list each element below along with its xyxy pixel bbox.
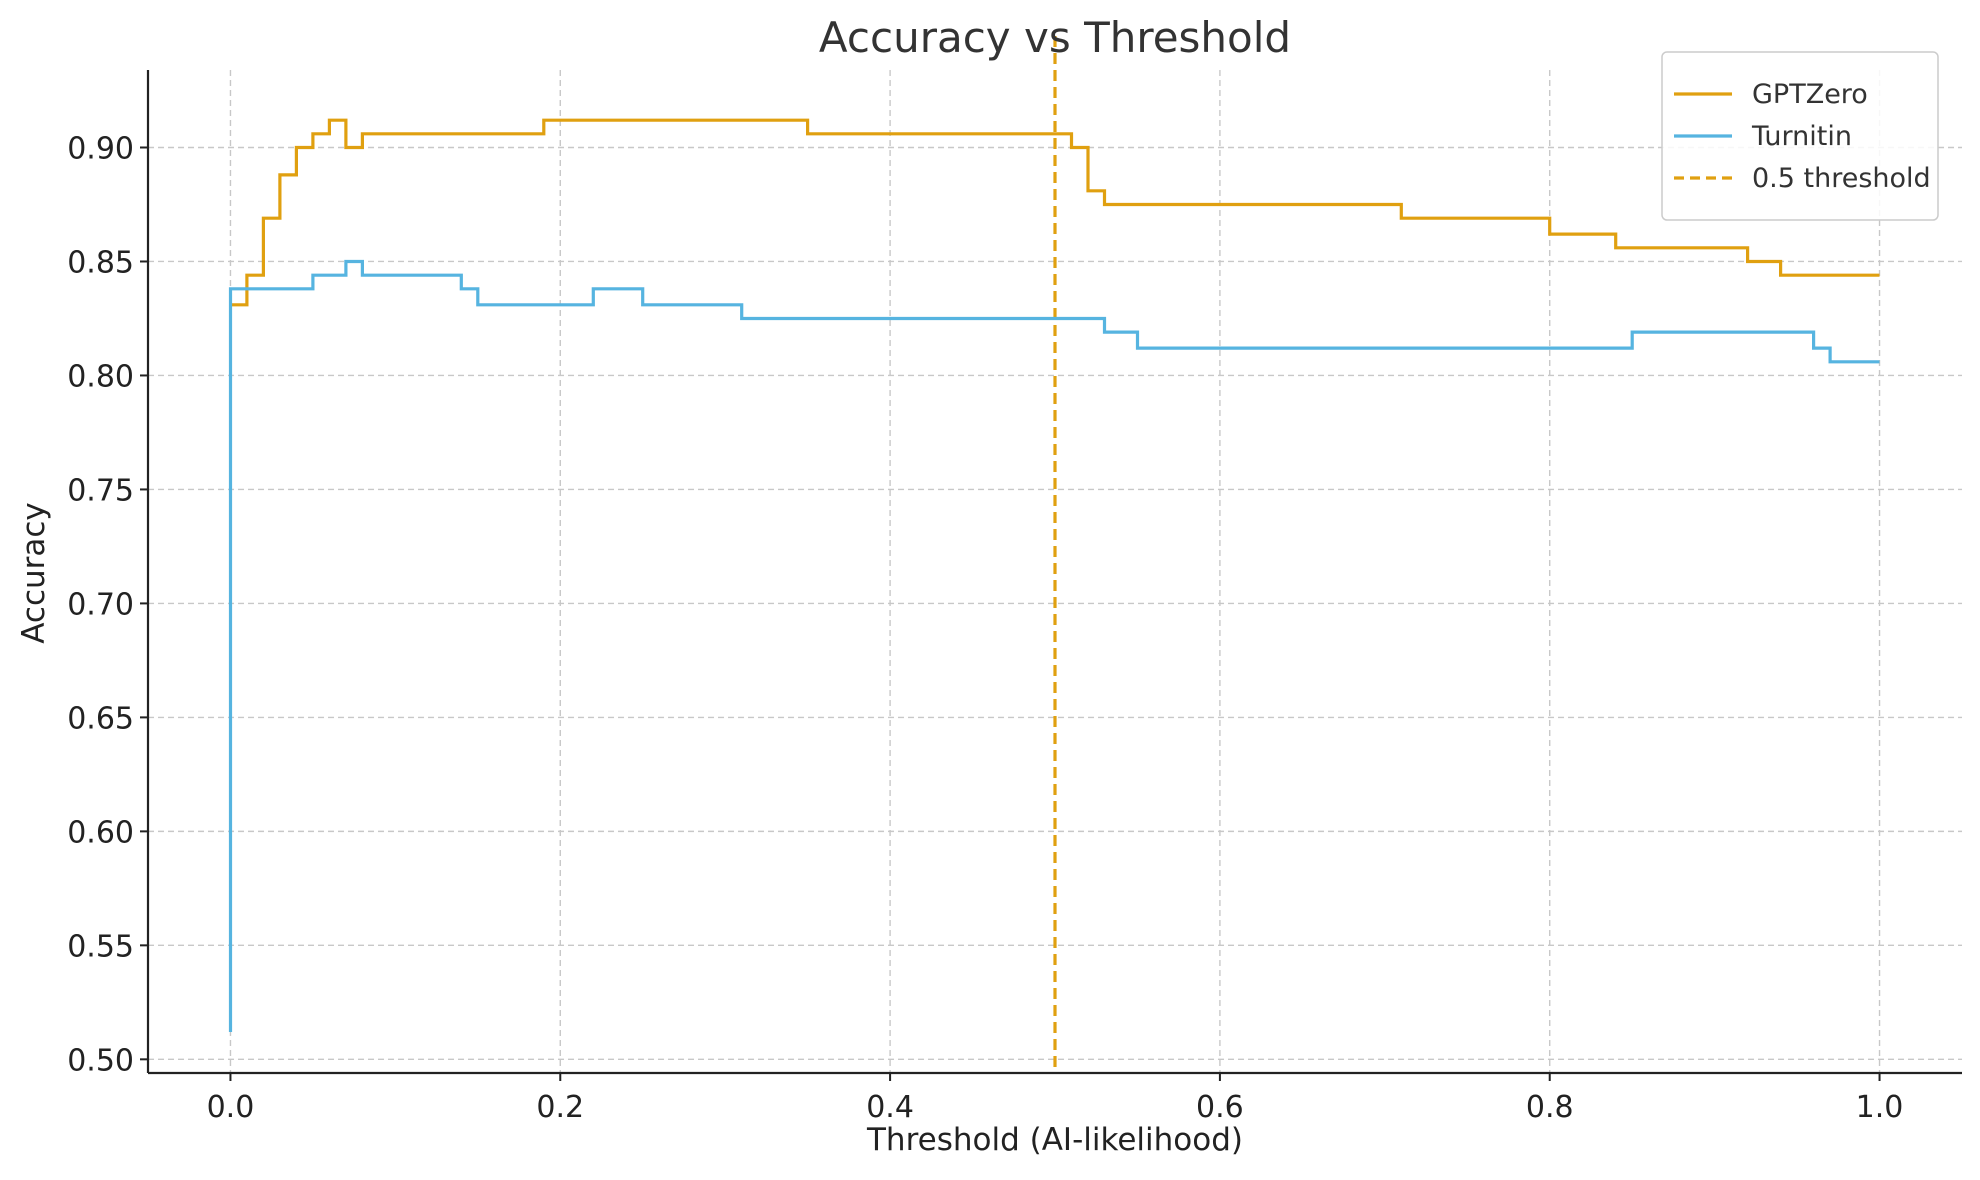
legend-label: GPTZero	[1752, 79, 1868, 110]
y-tick-label: 0.55	[67, 929, 134, 964]
x-tick-label: 0.8	[1526, 1090, 1574, 1125]
x-tick-label: 1.0	[1856, 1090, 1904, 1125]
series-line-gptzero	[230, 118, 1880, 307]
x-tick-label: 0.4	[866, 1090, 914, 1125]
legend-label: Turnitin	[1751, 121, 1852, 152]
y-tick-label: 0.60	[67, 815, 134, 850]
x-axis-label: Threshold (AI-likelihood)	[866, 1122, 1243, 1158]
x-tick-label: 0.0	[207, 1090, 255, 1125]
series-lines	[228, 118, 1880, 1032]
y-axis-label: Accuracy	[16, 502, 52, 644]
x-tick-label: 0.6	[1196, 1090, 1244, 1125]
chart-title: Accuracy vs Threshold	[819, 13, 1291, 62]
y-tick-label: 0.90	[67, 132, 134, 167]
legend: GPTZero Turnitin 0.5 threshold	[1661, 51, 1939, 221]
grid-lines	[148, 70, 1962, 1073]
y-tick-label: 0.75	[67, 473, 134, 508]
tick-labels: 0.0 0.2 0.4 0.6 0.8 1.0 0.50 0.55 0.60 0.65 0.70 0.…	[67, 132, 1903, 1125]
y-tick-label: 0.70	[67, 587, 134, 622]
y-tick-label: 0.50	[67, 1043, 134, 1078]
y-tick-label: 0.80	[67, 359, 134, 394]
x-tick-label: 0.2	[536, 1090, 584, 1125]
axes	[146, 70, 1962, 1075]
y-tick-label: 0.85	[67, 245, 134, 280]
y-tick-label: 0.65	[67, 701, 134, 736]
legend-label: 0.5 threshold	[1752, 163, 1931, 194]
series-line-turnitin	[228, 259, 1880, 1032]
